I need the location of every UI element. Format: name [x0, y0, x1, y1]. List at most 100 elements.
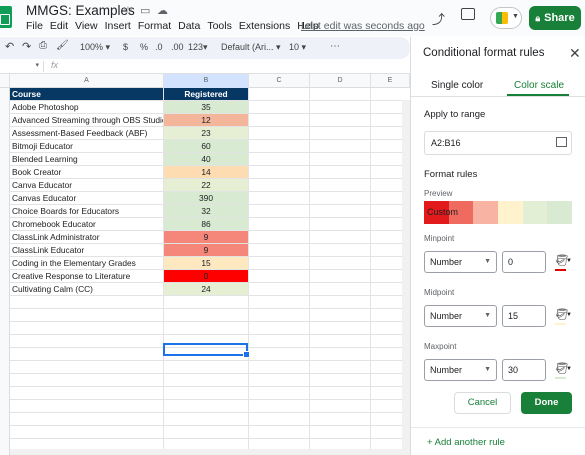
- vertical-scrollbar[interactable]: [402, 100, 410, 455]
- course-cell[interactable]: [10, 309, 164, 321]
- cell[interactable]: [249, 283, 310, 295]
- minpoint-fill-color-button[interactable]: 🪣︎ ▼: [552, 251, 572, 273]
- cell[interactable]: [249, 400, 310, 412]
- header-course-cell[interactable]: Course: [10, 88, 164, 100]
- course-cell[interactable]: ClassLink Educator: [10, 244, 164, 256]
- cell[interactable]: [310, 114, 371, 126]
- registered-cell[interactable]: [164, 374, 249, 386]
- cell[interactable]: [249, 127, 310, 139]
- cell[interactable]: [310, 257, 371, 269]
- course-cell[interactable]: Creative Response to Literature: [10, 270, 164, 282]
- select-range-grid-icon[interactable]: [556, 137, 567, 147]
- cell[interactable]: [249, 270, 310, 282]
- registered-cell[interactable]: 40: [164, 153, 249, 165]
- registered-cell[interactable]: 35: [164, 101, 249, 113]
- cell[interactable]: [310, 140, 371, 152]
- activity-trend-icon[interactable]: ⤴: [432, 12, 446, 27]
- registered-cell[interactable]: 22: [164, 179, 249, 191]
- color-scale-preview[interactable]: [424, 201, 573, 224]
- course-cell[interactable]: [10, 439, 164, 451]
- cell[interactable]: [310, 153, 371, 165]
- cell[interactable]: [310, 101, 371, 113]
- cell[interactable]: [249, 309, 310, 321]
- cell[interactable]: [249, 231, 310, 243]
- cell[interactable]: [310, 218, 371, 230]
- course-cell[interactable]: Canvas Educator: [10, 192, 164, 204]
- course-cell[interactable]: [10, 374, 164, 386]
- cell[interactable]: [249, 101, 310, 113]
- cell[interactable]: [249, 322, 310, 334]
- registered-cell[interactable]: [164, 400, 249, 412]
- cell[interactable]: [249, 439, 310, 451]
- course-cell[interactable]: [10, 335, 164, 347]
- cell[interactable]: [310, 205, 371, 217]
- cell[interactable]: [249, 192, 310, 204]
- menu-data[interactable]: Data: [178, 20, 201, 32]
- cell[interactable]: [310, 127, 371, 139]
- redo-icon[interactable]: ↷: [22, 41, 32, 53]
- menu-file[interactable]: File: [26, 20, 43, 32]
- cancel-button[interactable]: Cancel: [454, 392, 511, 414]
- cell[interactable]: [310, 296, 371, 308]
- registered-cell[interactable]: [164, 387, 249, 399]
- cell[interactable]: [249, 361, 310, 373]
- horizontal-scrollbar[interactable]: [10, 449, 402, 455]
- close-icon[interactable]: ✕: [569, 45, 581, 61]
- cell[interactable]: [249, 114, 310, 126]
- course-cell[interactable]: [10, 296, 164, 308]
- cell[interactable]: [310, 335, 371, 347]
- course-cell[interactable]: Bitmoji Educator: [10, 140, 164, 152]
- more-formats-button[interactable]: 123▾: [188, 42, 208, 52]
- course-cell[interactable]: Choice Boards for Educators: [10, 205, 164, 217]
- cell[interactable]: [249, 153, 310, 165]
- course-cell[interactable]: Adobe Photoshop: [10, 101, 164, 113]
- menu-view[interactable]: View: [75, 20, 98, 32]
- cell[interactable]: [249, 140, 310, 152]
- registered-cell[interactable]: 60: [164, 140, 249, 152]
- cell[interactable]: [249, 179, 310, 191]
- cell[interactable]: [249, 218, 310, 230]
- cell[interactable]: [249, 387, 310, 399]
- maxpoint-fill-color-button[interactable]: 🪣︎ ▼: [552, 359, 572, 381]
- cell[interactable]: [249, 166, 310, 178]
- cell[interactable]: [310, 413, 371, 425]
- course-cell[interactable]: [10, 387, 164, 399]
- registered-cell[interactable]: 23: [164, 127, 249, 139]
- cell[interactable]: [310, 88, 371, 100]
- registered-cell[interactable]: 12: [164, 114, 249, 126]
- menu-help[interactable]: Help: [297, 20, 319, 32]
- registered-cell[interactable]: [164, 426, 249, 438]
- name-box[interactable]: ▾: [0, 61, 44, 72]
- percent-button[interactable]: %: [140, 42, 149, 52]
- tab-color-scale[interactable]: Color scale: [514, 80, 565, 91]
- registered-cell[interactable]: [164, 439, 249, 451]
- font-select[interactable]: Default (Ari... ▾: [221, 42, 281, 52]
- registered-cell[interactable]: [164, 309, 249, 321]
- star-icon[interactable]: ☆: [123, 5, 133, 17]
- cell[interactable]: [310, 348, 371, 360]
- course-cell[interactable]: [10, 400, 164, 412]
- course-cell[interactable]: [10, 426, 164, 438]
- currency-button[interactable]: $: [123, 42, 129, 52]
- last-edit-link[interactable]: Last edit was seconds ago: [301, 20, 425, 32]
- registered-cell[interactable]: [164, 296, 249, 308]
- registered-cell[interactable]: 0: [164, 270, 249, 282]
- course-cell[interactable]: Coding in the Elementary Grades: [10, 257, 164, 269]
- midpoint-fill-color-button[interactable]: 🪣︎ ▼: [552, 305, 572, 327]
- menu-insert[interactable]: Insert: [104, 20, 131, 32]
- registered-cell[interactable]: 24: [164, 283, 249, 295]
- minpoint-value-input[interactable]: 0: [502, 251, 546, 273]
- course-cell[interactable]: Cultivating Calm (CC): [10, 283, 164, 295]
- registered-cell[interactable]: 9: [164, 231, 249, 243]
- header-registered-cell[interactable]: Registered: [164, 88, 249, 100]
- increase-decimal-button[interactable]: .00: [171, 42, 184, 52]
- maxpoint-type-select[interactable]: Number ▼: [424, 359, 497, 381]
- cell[interactable]: [310, 166, 371, 178]
- registered-cell[interactable]: 15: [164, 257, 249, 269]
- share-button[interactable]: 🔒︎ Share: [529, 6, 581, 30]
- cell[interactable]: [310, 439, 371, 451]
- add-another-rule-button[interactable]: + Add another rule: [427, 437, 505, 448]
- cell[interactable]: [310, 283, 371, 295]
- course-cell[interactable]: [10, 322, 164, 334]
- cell[interactable]: [310, 179, 371, 191]
